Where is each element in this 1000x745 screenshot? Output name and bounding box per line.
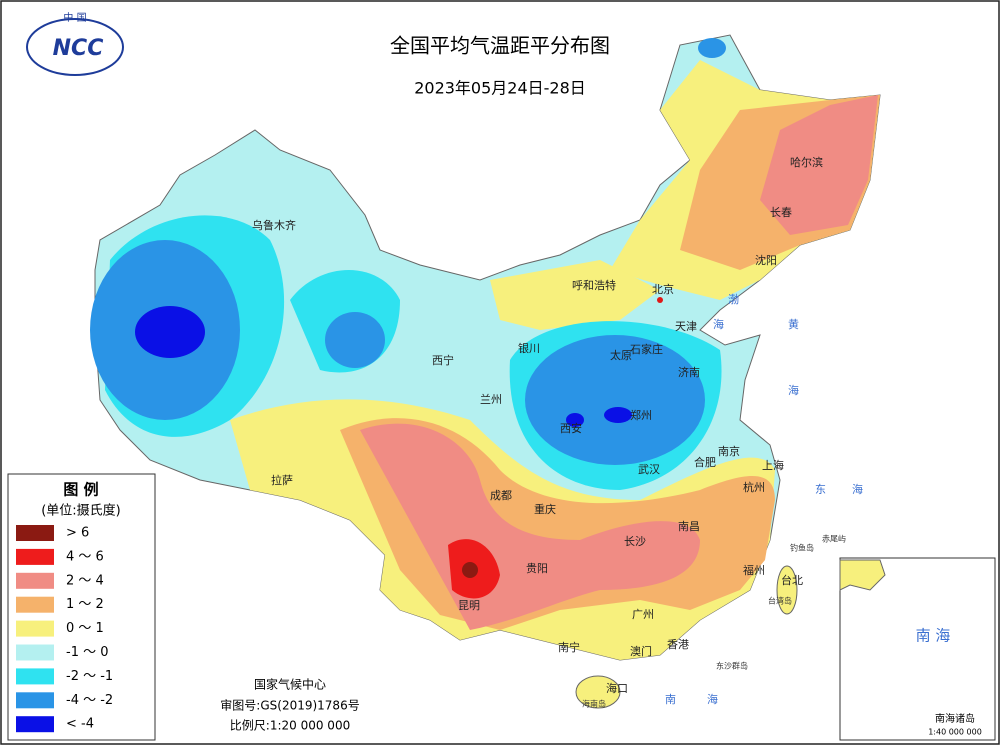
- title: 全国平均气温距平分布图: [390, 34, 610, 58]
- city: 广州: [632, 608, 654, 621]
- legend-swatch: [16, 525, 54, 541]
- legend-swatch: [16, 644, 54, 661]
- island-label: 赤尾屿: [822, 535, 846, 544]
- city: 台北: [781, 573, 803, 587]
- capital-marker: [657, 297, 663, 303]
- inset-caption: 南海诸岛: [935, 712, 975, 725]
- sea-label: 东: [815, 483, 826, 496]
- city: 昆明: [458, 599, 480, 612]
- city: 北京: [652, 282, 674, 296]
- zone: [135, 306, 205, 358]
- legend-label: -1 ～ 0: [66, 645, 109, 660]
- footer-scale: 比例尺:1:20 000 000: [230, 719, 350, 733]
- sea-label: 海: [852, 482, 863, 496]
- legend-unit: (单位:摄氏度): [41, 503, 121, 519]
- city: 西安: [560, 421, 582, 435]
- island-label: 东沙群岛: [716, 661, 748, 671]
- sea-label: 海: [707, 692, 718, 706]
- sea-label: 南: [665, 693, 676, 706]
- sea-label: 渤: [728, 293, 739, 306]
- legend-label: 4 ～ 6: [66, 549, 104, 564]
- city: 澳门: [630, 644, 652, 658]
- zone: [490, 260, 660, 330]
- legend-title: 图 例: [63, 481, 98, 499]
- zone: [360, 423, 700, 630]
- legend-swatch: [16, 668, 54, 685]
- legend-label: 0 ～ 1: [66, 621, 104, 636]
- legend-swatch: [16, 596, 54, 613]
- city: 香港: [667, 638, 689, 651]
- inset-title: 南 海: [916, 627, 951, 645]
- city: 福州: [743, 563, 765, 577]
- city: 西宁: [432, 353, 454, 367]
- city: 乌鲁木齐: [252, 218, 296, 232]
- city: 沈阳: [755, 253, 777, 267]
- city: 长春: [770, 206, 792, 219]
- legend-label: > 6: [66, 526, 89, 541]
- city: 海口: [606, 681, 628, 695]
- city: 兰州: [480, 393, 502, 406]
- logo-ring: [26, 18, 124, 76]
- zone: [575, 675, 621, 709]
- city: 石家庄: [630, 342, 663, 356]
- legend-swatch: [16, 716, 54, 733]
- inset-land: [839, 559, 886, 591]
- zone: [325, 312, 385, 368]
- logo-top: 中 国: [63, 11, 86, 24]
- zone: [525, 335, 705, 465]
- legend-label: 2 ～ 4: [66, 573, 104, 588]
- city: 太原: [610, 349, 632, 362]
- legend-items: > 6 4 ～ 6 2 ～ 4 1 ～ 2 0 ～ 1 -1 ～ 0 -2 ～ -1 -4 ～…: [16, 525, 113, 733]
- city: 贵阳: [526, 562, 548, 575]
- legend-label: -4 ～ -2: [66, 693, 113, 708]
- zone: [760, 95, 878, 235]
- city: 合肥: [694, 455, 716, 469]
- zone: [604, 407, 632, 423]
- footer-org: 国家气候中心: [254, 677, 326, 692]
- legend-label: < -4: [66, 717, 94, 732]
- city: 拉萨: [271, 473, 293, 487]
- sea-label: 海: [713, 317, 724, 331]
- sea-label: 海: [788, 383, 799, 397]
- city: 上海: [762, 458, 784, 472]
- island-label: 钓鱼岛: [790, 543, 814, 553]
- island-label: 海南岛: [582, 699, 606, 709]
- footer-approval: 审图号:GS(2019)1786号: [220, 698, 359, 713]
- legend-swatch: [16, 572, 54, 589]
- city: 杭州: [743, 480, 765, 494]
- legend-label: 1 ～ 2: [66, 597, 104, 612]
- zone: [566, 413, 584, 427]
- cities: 乌鲁木齐 哈尔滨 长春 沈阳 呼和浩特 北京 天津 石家庄 太原 银川 西宁 兰…: [252, 155, 823, 695]
- city: 济南: [678, 365, 700, 379]
- zone: [698, 38, 726, 58]
- city: 长沙: [624, 535, 646, 548]
- city: 银川: [518, 341, 540, 355]
- logo-main: NCC: [53, 36, 104, 61]
- legend-swatch: [16, 548, 54, 565]
- city: 郑州: [630, 408, 652, 422]
- island-label: 台湾岛: [768, 596, 792, 606]
- city: 重庆: [534, 502, 556, 516]
- city: 天津: [675, 320, 697, 333]
- zone: [462, 562, 478, 578]
- subtitle: 2023年05月24日-28日: [414, 79, 586, 98]
- city: 南京: [718, 444, 740, 458]
- legend-swatch: [16, 620, 54, 637]
- city: 哈尔滨: [790, 155, 823, 169]
- city: 呼和浩特: [572, 278, 616, 292]
- city: 南昌: [678, 520, 700, 533]
- city: 武汉: [638, 463, 660, 476]
- city: 成都: [490, 489, 512, 502]
- sea-label: 黄: [788, 317, 799, 331]
- legend-label: -2 ～ -1: [66, 669, 113, 684]
- city: 南宁: [558, 640, 580, 654]
- legend-swatch: [16, 692, 54, 709]
- inset-scale: 1:40 000 000: [928, 728, 982, 737]
- zone: [776, 565, 798, 615]
